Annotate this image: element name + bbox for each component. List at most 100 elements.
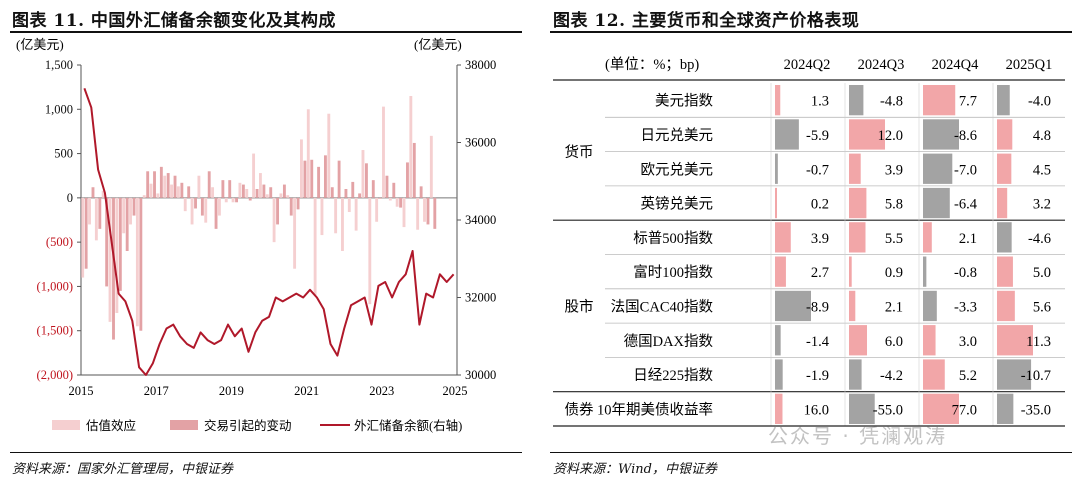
x-axis-tick-label: 2025 — [443, 384, 468, 398]
value-bar — [775, 256, 786, 287]
transaction-bar — [323, 155, 327, 198]
left-axis-unit: (亿美元) — [16, 37, 64, 52]
left-axis-tick-label: (1,500) — [37, 324, 73, 338]
left-axis-tick-label: (1,000) — [37, 279, 73, 293]
row-label: 德国DAX指数 — [624, 333, 714, 350]
valuation-bar — [231, 197, 235, 203]
cell-value: -7.0 — [954, 162, 977, 178]
right-source: 资料来源：Wind，中银证券 — [553, 462, 717, 477]
right-axis-tick-label: 36000 — [465, 136, 496, 150]
transaction-bar — [241, 184, 245, 198]
valuation-bar — [163, 175, 167, 198]
asset-performance-table: (单位：%；bp) 2024Q2 2024Q3 2024Q4 2025Q1 美元指数 1.3… — [553, 56, 1065, 427]
value-bar — [849, 85, 864, 116]
cell-value: 6.0 — [885, 334, 903, 350]
transaction-bar — [187, 186, 191, 198]
left-source-rule — [10, 452, 522, 453]
transaction-bar — [317, 166, 321, 198]
row-label: 日经225指数 — [633, 367, 713, 384]
value-bar — [849, 187, 867, 219]
left-axis-tick-label: 0 — [67, 191, 73, 205]
x-axis-tick-label: 2023 — [369, 384, 394, 398]
transaction-bar — [296, 197, 300, 210]
transaction-bar — [371, 180, 375, 198]
transaction-bar — [262, 184, 266, 198]
transaction-bar — [125, 197, 129, 251]
transaction-bar — [235, 197, 238, 203]
column-header: 2025Q1 — [1006, 57, 1053, 73]
cell-value: 3.2 — [1033, 197, 1051, 213]
transaction-bar — [426, 197, 430, 225]
transaction-bar — [221, 180, 225, 198]
valuation-bar — [347, 197, 351, 213]
transaction-bar — [132, 197, 136, 216]
valuation-bar — [108, 197, 112, 322]
value-bar — [849, 256, 852, 287]
transaction-bar — [337, 160, 341, 198]
valuation-bar — [334, 197, 338, 234]
valuation-bar — [101, 190, 105, 198]
column-header: 2024Q2 — [784, 57, 831, 73]
valuation-bar — [409, 96, 413, 198]
valuation-bar — [382, 106, 385, 198]
valuation-bar — [149, 183, 153, 198]
valuation-bar — [204, 197, 208, 223]
cell-value: 2.1 — [959, 231, 977, 247]
valuation-bar — [176, 186, 180, 198]
value-bar — [775, 290, 811, 322]
legend-swatch-valuation — [52, 420, 80, 430]
cell-value: 5.5 — [885, 231, 903, 247]
value-bar — [775, 393, 783, 424]
cell-value: 2.7 — [811, 265, 829, 281]
row-label: 富时100指数 — [633, 263, 713, 281]
transaction-bar — [310, 159, 314, 198]
value-bar — [923, 119, 959, 150]
value-bar — [997, 325, 1033, 356]
row-label: 标普500指数 — [633, 230, 713, 247]
value-bar — [849, 119, 885, 150]
value-bar — [923, 85, 956, 116]
cell-value: -4.8 — [880, 94, 903, 110]
group-label: 债券 — [565, 401, 594, 418]
valuation-bar — [423, 197, 426, 222]
valuation-bar — [429, 135, 433, 198]
legend-swatch-transaction — [170, 420, 198, 430]
valuation-bar — [286, 195, 290, 198]
cell-value: 16.0 — [804, 402, 829, 418]
cell-value: -35.0 — [1021, 402, 1051, 418]
valuation-bar — [327, 113, 331, 198]
value-bar — [923, 187, 950, 219]
transaction-bar — [84, 197, 88, 269]
valuation-bar — [313, 197, 317, 296]
right-axis-unit: (亿美元) — [414, 37, 462, 52]
transaction-bar — [255, 189, 259, 198]
transaction-bar — [105, 197, 109, 287]
row-label: 10年期美债收益率 — [597, 401, 713, 418]
right-title-rule — [550, 31, 1072, 33]
watermark-text: 公众号 · 凭澜观涛 — [768, 424, 948, 448]
valuation-bar — [142, 195, 146, 198]
reserves-line — [83, 87, 455, 376]
right-axis-tick-label: 38000 — [465, 58, 496, 72]
value-bar — [997, 359, 1032, 390]
value-bar — [849, 393, 875, 424]
transaction-bar — [146, 171, 150, 198]
valuation-bar — [245, 189, 249, 198]
transaction-bar — [91, 187, 95, 198]
transaction-bar — [276, 197, 280, 225]
cell-value: 12.0 — [878, 128, 903, 144]
left-axis-tick-label: 1,500 — [45, 58, 73, 72]
legend-label-transaction: 交易引起的变动 — [204, 418, 292, 433]
transaction-bar — [282, 184, 286, 198]
transaction-bar — [412, 142, 416, 198]
reserves-chart: (亿美元) (亿美元) 1,500 1,000 500 0 (500) (1,000) (1,5… — [16, 37, 496, 433]
value-bar — [997, 85, 1010, 116]
transaction-bar — [98, 197, 102, 229]
left-axis-tick-label: 1,000 — [45, 102, 73, 116]
cell-value: 11.3 — [1026, 334, 1051, 350]
group-label: 股市 — [565, 298, 594, 315]
valuation-bar — [320, 197, 324, 236]
unit-header: (单位：%；bp) — [605, 56, 699, 73]
column-header: 2024Q4 — [932, 57, 979, 73]
value-bar — [775, 187, 777, 219]
